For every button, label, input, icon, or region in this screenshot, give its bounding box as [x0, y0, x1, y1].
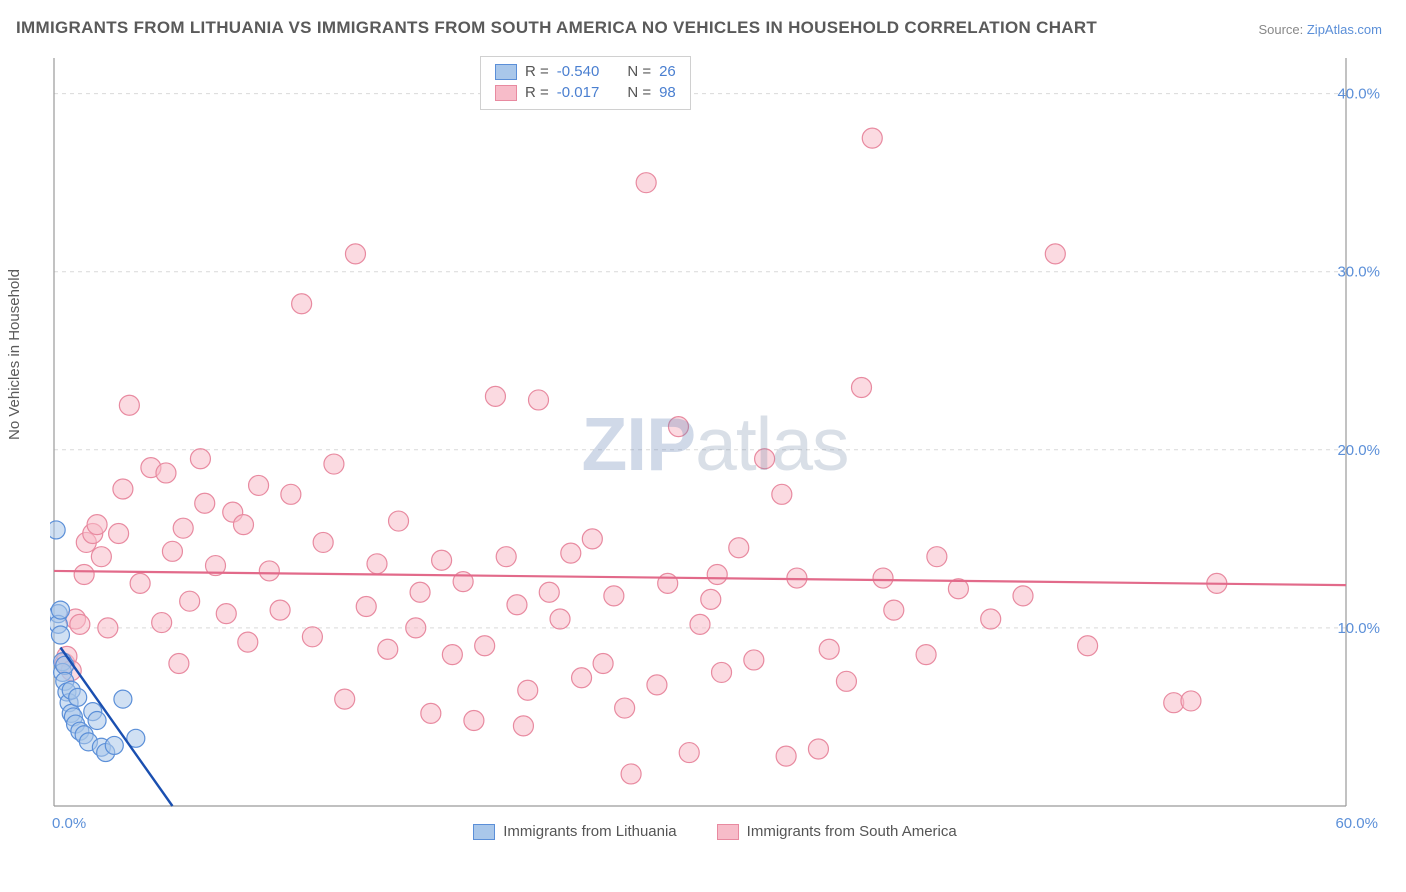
legend-swatch-pink — [717, 824, 739, 840]
legend-item-blue: Immigrants from Lithuania — [473, 823, 676, 840]
legend-item-pink: Immigrants from South America — [717, 823, 957, 840]
chart-area: 10.0%20.0%30.0%40.0%0.0%60.0% ZIPatlas R… — [50, 54, 1380, 834]
legend-N-label: N = — [627, 84, 651, 101]
scatter-plot: 10.0%20.0%30.0%40.0%0.0%60.0% — [50, 54, 1380, 834]
y-tick-label: 40.0% — [1337, 86, 1380, 103]
legend-N-label: N = — [627, 63, 651, 80]
y-tick-label: 30.0% — [1337, 264, 1380, 281]
source-link[interactable]: ZipAtlas.com — [1307, 22, 1382, 37]
legend-bottom: Immigrants from Lithuania Immigrants fro… — [50, 823, 1380, 840]
source-prefix: Source: — [1258, 22, 1306, 37]
legend-stats-row: R = -0.540 N = 26 — [495, 61, 676, 82]
legend-swatch-blue — [495, 64, 517, 80]
legend-R-value-blue: -0.540 — [557, 63, 600, 80]
legend-R-label: R = — [525, 63, 549, 80]
legend-label-pink: Immigrants from South America — [747, 823, 957, 840]
y-tick-label: 10.0% — [1337, 620, 1380, 637]
legend-stats: R = -0.540 N = 26 R = -0.017 N = 98 — [480, 56, 691, 110]
y-tick-label: 20.0% — [1337, 442, 1380, 459]
legend-R-label: R = — [525, 84, 549, 101]
legend-N-value-blue: 26 — [659, 63, 676, 80]
chart-title: IMMIGRANTS FROM LITHUANIA VS IMMIGRANTS … — [16, 18, 1097, 38]
legend-stats-row: R = -0.017 N = 98 — [495, 82, 676, 103]
legend-label-blue: Immigrants from Lithuania — [503, 823, 676, 840]
legend-swatch-pink — [495, 85, 517, 101]
source-attribution: Source: ZipAtlas.com — [1258, 22, 1382, 37]
y-axis-label: No Vehicles in Household — [6, 269, 23, 440]
legend-swatch-blue — [473, 824, 495, 840]
legend-N-value-pink: 98 — [659, 84, 676, 101]
legend-R-value-pink: -0.017 — [557, 84, 600, 101]
